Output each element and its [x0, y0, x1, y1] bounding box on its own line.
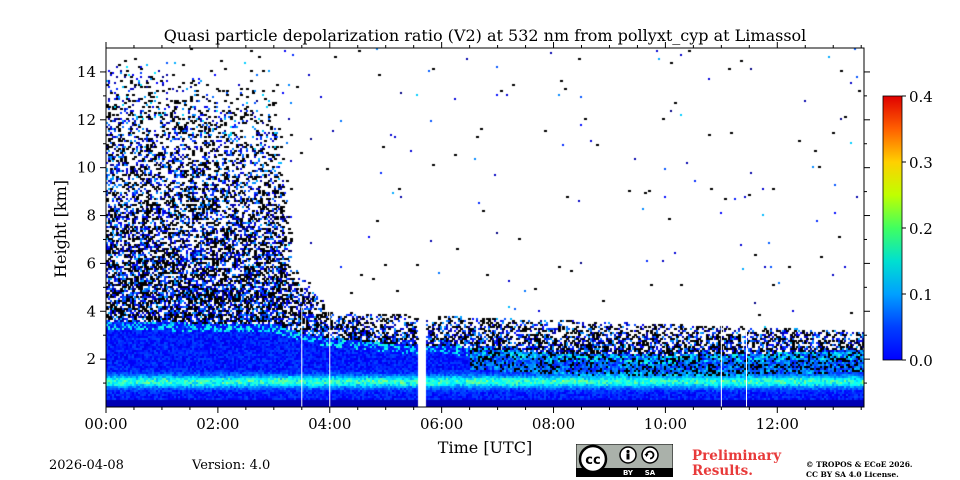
share-alike-icon [641, 446, 659, 464]
colorbar [882, 95, 903, 361]
x-tick-label: 06:00 [420, 415, 463, 433]
y-tick-label: 4 [86, 302, 96, 320]
colorbar-tick-label: 0.3 [909, 154, 933, 172]
cc-icon [578, 444, 608, 474]
heatmap-plot-area [106, 48, 864, 407]
chart-title: Quasi particle depolarization ratio (V2)… [164, 26, 807, 45]
y-tick-label: 2 [86, 350, 96, 368]
preliminary-results-note: Preliminary Results. [692, 449, 781, 479]
y-tick-label: 10 [77, 159, 96, 177]
depolarization-heatmap [106, 48, 864, 407]
y-tick-label: 6 [86, 254, 96, 272]
x-axis: 00:00 02:00 04:00 06:00 08:00 10:00 12:00 [84, 42, 862, 433]
preliminary-line-2: Results. [692, 463, 753, 479]
svg-text:SA: SA [645, 469, 656, 477]
x-tick-label: 10:00 [644, 415, 687, 433]
cc-by-sa-license-badge: cc BY SA [576, 444, 673, 477]
footer-version: Version: 4.0 [192, 458, 271, 473]
y-axis: 2 4 6 8 10 12 14 [77, 63, 870, 384]
y-tick-label: 14 [77, 63, 96, 81]
footer-date: 2026-04-08 [49, 458, 124, 473]
y-tick-label: 12 [77, 111, 96, 129]
colorbar-tick-label: 0.2 [909, 220, 933, 238]
x-tick-label: 12:00 [756, 415, 799, 433]
colorbar-tick-label: 0.4 [909, 88, 933, 106]
colorbar-tick-label: 0.0 [909, 352, 933, 370]
svg-text:BY: BY [623, 469, 634, 477]
x-tick-label: 00:00 [84, 415, 127, 433]
x-tick-label: 08:00 [532, 415, 575, 433]
y-tick-label: 8 [86, 207, 96, 225]
copyright-line-2: CC BY SA 4.0 License. [806, 470, 899, 479]
x-tick-label: 04:00 [308, 415, 351, 433]
y-axis-label: Height [km] [51, 180, 70, 278]
colorbar-tick-label: 0.1 [909, 286, 933, 304]
plot-frame [105, 47, 865, 408]
copyright-line-1: © TROPOS & ECoE 2026. [806, 460, 913, 469]
x-tick-label: 02:00 [196, 415, 239, 433]
preliminary-line-1: Preliminary [692, 448, 782, 464]
svg-text:cc: cc [585, 453, 600, 468]
colorbar-axis: 0.0 0.1 0.2 0.3 0.4 [902, 88, 933, 370]
x-axis-label: Time [UTC] [438, 438, 532, 457]
copyright-note: © TROPOS & ECoE 2026. CC BY SA 4.0 Licen… [806, 460, 913, 480]
